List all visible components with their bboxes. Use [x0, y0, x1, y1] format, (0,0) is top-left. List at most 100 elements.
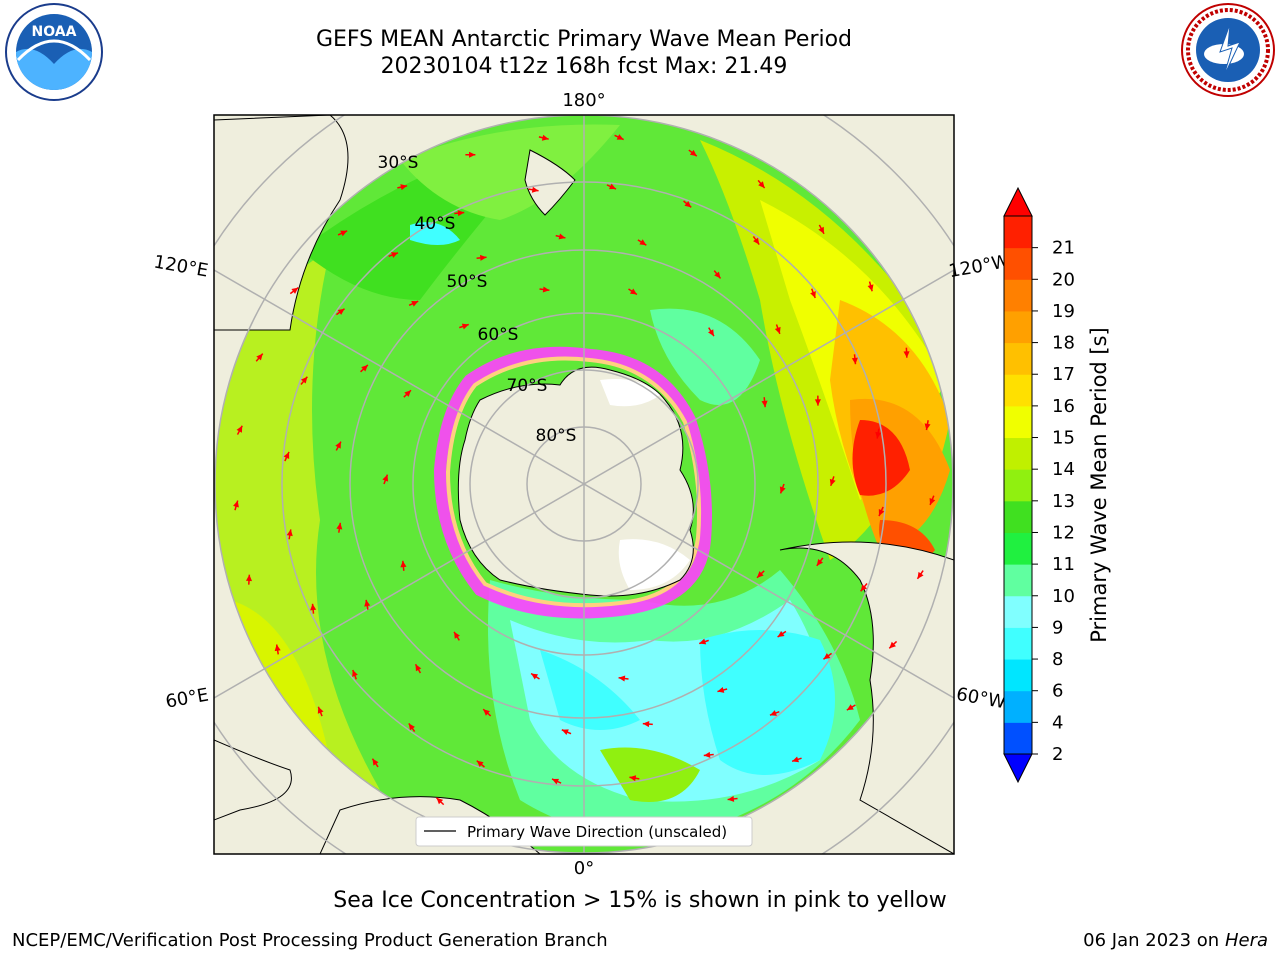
chart-subtitle: 20230104 t12z 168h fcst Max: 21.49 [380, 54, 788, 79]
wave-arrow-head [283, 451, 290, 459]
footer-host: Hera [1224, 930, 1268, 951]
wave-arrow-head [415, 664, 422, 672]
wave-arrow-head [476, 760, 484, 768]
wave-arrow-head [483, 709, 490, 716]
wave-arrow-head [810, 291, 816, 299]
footer-date: 06 Jan 2023 on Hera [1083, 930, 1268, 951]
colorbar-segment [1004, 310, 1032, 344]
colorbar-segment [1004, 659, 1032, 692]
colorbar-segment [1004, 722, 1032, 755]
wave-arrow-head [818, 226, 825, 234]
noaa-logo: NOAA [5, 3, 103, 101]
colorbar-segment [1004, 279, 1032, 312]
colorbar-tick-label: 16 [1052, 396, 1075, 417]
new-zealand-landmass [524, 149, 576, 216]
wave-arrow-head [404, 390, 411, 397]
colorbar-segment [1004, 216, 1032, 249]
noaa-logo-text: NOAA [32, 24, 77, 40]
lat-label-80s: 80°S [536, 426, 577, 446]
wave-arrow-head [609, 183, 617, 190]
wave-arrow-head [400, 560, 407, 568]
wave-arrow-head [233, 500, 239, 508]
wave-arrow-head [256, 353, 263, 361]
colorbar-tick-label: 4 [1052, 712, 1063, 733]
colorbar-segment [1004, 437, 1032, 470]
wave-arrow-head [551, 778, 559, 785]
colorbar-label: Primary Wave Mean Period [s] [1087, 327, 1111, 643]
madagascar-landmass [214, 739, 292, 821]
wave-arrow-head [792, 756, 800, 763]
colorbar-segment [1004, 500, 1032, 533]
colorbar-segment [1004, 532, 1032, 565]
caption: Sea Ice Concentration > 15% is shown in … [333, 888, 947, 913]
wave-arrow-head [816, 558, 824, 566]
colorbar-tick-label: 8 [1052, 649, 1063, 670]
wave-arrow-head [851, 357, 858, 365]
nws-logo [1181, 3, 1275, 97]
colorbar-tick-label: 12 [1052, 522, 1075, 543]
map-legend: Primary Wave Direction (unscaled) [415, 816, 753, 847]
wave-arrow-head [875, 431, 882, 439]
colorbar-tick-label: 18 [1052, 333, 1075, 354]
wave-arrow-head [757, 571, 764, 578]
wave-arrow-head [629, 288, 637, 295]
wave-arrow-head [335, 441, 341, 449]
wave-arrow-head [337, 308, 345, 315]
wave-arrow-head [245, 574, 253, 582]
wave-arrow-head [411, 301, 419, 307]
lat-label-30s: 30°S [378, 153, 419, 173]
lon-label-left-upper: 120°E [152, 251, 210, 281]
colorbar-tick-label: 6 [1052, 681, 1063, 702]
wave-arrow-head [541, 134, 549, 141]
ice-shelf-ross [600, 379, 660, 407]
wave-arrow-head [336, 522, 343, 530]
wave-arrow-head [769, 710, 777, 716]
wave-direction-arrows [233, 134, 936, 836]
wave-arrow-head [753, 237, 760, 245]
lat-label-40s: 40°S [415, 214, 456, 234]
colorbar-tick-label: 13 [1052, 491, 1075, 512]
wave-arrow-head [689, 149, 697, 157]
wave-arrow-head [558, 233, 566, 240]
colorbar-under-triangle [1003, 753, 1033, 784]
wave-arrow-head [286, 529, 293, 537]
wave-arrow-head [457, 210, 465, 217]
wave-arrow-head [469, 151, 476, 158]
colorbar-segment [1004, 247, 1032, 280]
wave-arrow-head [317, 706, 324, 714]
colorbar-segment [1004, 374, 1032, 407]
wave-arrow-head [758, 181, 765, 189]
wave-arrow-head [889, 641, 896, 649]
colorbar-segment [1004, 469, 1032, 502]
chart-title: GEFS MEAN Antarctic Primary Wave Mean Pe… [315, 27, 853, 52]
wave-arrow-head [618, 675, 626, 682]
wave-arrow-head [382, 474, 389, 482]
colorbar-tick-label: 15 [1052, 428, 1075, 449]
colorbar-tick-label: 14 [1052, 459, 1075, 480]
wave-arrow-head [461, 323, 469, 330]
wave-arrow-head [779, 486, 786, 494]
lon-label-left-lower: 60°E [164, 684, 210, 712]
colorbar-segment [1004, 405, 1032, 439]
colorbar-over-triangle [1003, 186, 1033, 217]
wave-arrow-head [699, 638, 707, 645]
colorbar-tick-label: 11 [1052, 554, 1075, 575]
south-america-landmass [779, 541, 954, 854]
wave-arrow-head [777, 630, 785, 637]
colorbar-tick-label: 21 [1052, 238, 1075, 259]
wave-arrow-head [823, 653, 831, 660]
wave-arrow-head [903, 351, 910, 358]
legend-label: Primary Wave Direction (unscaled) [467, 823, 727, 841]
colorbar-tick-label: 10 [1052, 586, 1075, 607]
colorbar: 2 4 6 8 9 10 11 12 13 14 15 16 17 18 19 20 21 [1003, 186, 1075, 784]
wave-arrow-head [642, 721, 650, 728]
wave-arrow-head [479, 254, 487, 261]
lat-label-70s: 70°S [507, 376, 548, 396]
lon-label-right-lower: 60°W [955, 684, 1008, 713]
wave-arrow-head [717, 687, 725, 693]
colorbar-segment [1004, 564, 1032, 597]
wave-arrow-head [291, 287, 299, 294]
wave-arrow-head [372, 758, 379, 766]
lon-label-right-upper: 120°W [947, 251, 1011, 282]
map-frame [213, 114, 955, 855]
